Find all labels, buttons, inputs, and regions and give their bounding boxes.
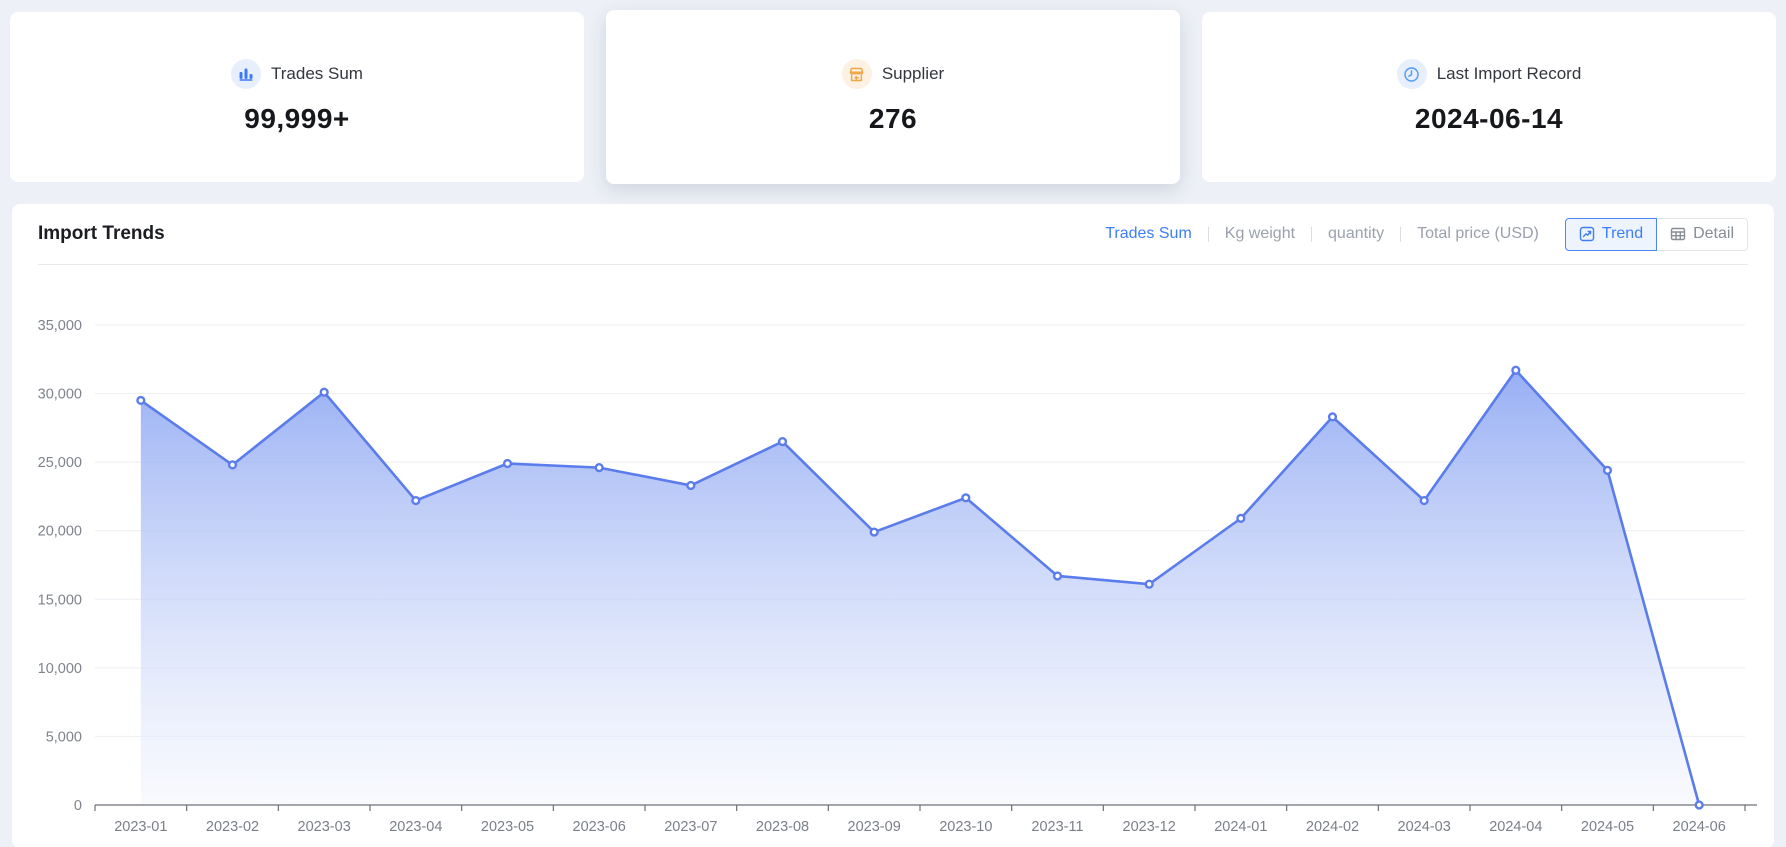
x-axis-label: 2023-02 xyxy=(206,819,259,835)
x-axis-label: 2024-06 xyxy=(1673,819,1726,835)
x-axis-label: 2023-03 xyxy=(298,819,351,835)
data-point[interactable] xyxy=(1419,495,1429,506)
x-axis-label: 2024-03 xyxy=(1398,819,1451,835)
data-point[interactable] xyxy=(411,495,421,506)
data-point[interactable] xyxy=(1052,571,1063,581)
data-point[interactable] xyxy=(1602,465,1613,475)
data-point[interactable] xyxy=(227,460,238,470)
trend-icon xyxy=(1579,226,1595,242)
data-point[interactable] xyxy=(1327,412,1338,422)
area-fill xyxy=(140,370,1700,805)
data-point[interactable] xyxy=(594,463,604,473)
x-axis-label: 2023-01 xyxy=(114,819,167,835)
stat-card-value: 99,999+ xyxy=(244,103,350,134)
data-point[interactable] xyxy=(777,436,788,447)
view-toggle: Trend Detail xyxy=(1564,217,1748,251)
detail-button[interactable]: Detail xyxy=(1656,217,1748,251)
x-axis-label: 2024-05 xyxy=(1581,819,1634,835)
y-axis-label: 15,000 xyxy=(38,592,82,608)
bar-chart-icon xyxy=(231,59,262,89)
trend-line xyxy=(139,368,1701,807)
data-point[interactable] xyxy=(1511,365,1521,375)
x-axis-label: 2023-09 xyxy=(848,819,901,835)
detail-button-label: Detail xyxy=(1693,225,1734,242)
stat-card-label: Last Import Record xyxy=(1436,64,1582,83)
tab-kg-weight[interactable]: Kg weight xyxy=(1224,225,1296,242)
x-axis-label: 2023-07 xyxy=(664,819,717,835)
panel-header: Import Trends Trades Sum Kg weight quant… xyxy=(38,204,1748,265)
y-axis-label: 25,000 xyxy=(38,455,82,471)
data-point[interactable] xyxy=(319,387,329,397)
stat-card-label: Supplier xyxy=(881,64,945,83)
x-axis-label: 2024-01 xyxy=(1214,819,1267,835)
data-point[interactable] xyxy=(869,527,879,537)
stat-card-last-import: Last Import Record 2024-06-14 xyxy=(1202,12,1776,182)
y-axis-label: 20,000 xyxy=(38,524,82,540)
x-axis-label: 2023-11 xyxy=(1031,819,1083,835)
trend-chart[interactable]: 0 5,000 10,000 15,000 20,000 25,000 30,000 35,0… xyxy=(12,265,1774,847)
x-axis-label: 2023-04 xyxy=(389,819,442,835)
x-axis-label: 2023-05 xyxy=(481,819,534,835)
stat-card-supplier: Supplier 276 xyxy=(606,10,1180,184)
x-axis-label: 2024-04 xyxy=(1489,819,1542,835)
x-axis-label: 2023-10 xyxy=(939,819,992,835)
trend-button[interactable]: Trend xyxy=(1564,217,1658,251)
metric-tabs: Trades Sum Kg weight quantity Total pric… xyxy=(1105,225,1539,243)
x-axis-label: 2024-02 xyxy=(1306,819,1359,835)
data-point[interactable] xyxy=(136,395,146,406)
y-axis-label: 10,000 xyxy=(38,661,82,677)
data-point[interactable] xyxy=(961,493,971,503)
tab-total-price[interactable]: Total price (USD) xyxy=(1417,225,1539,242)
data-point[interactable] xyxy=(686,480,696,491)
tab-trades-sum[interactable]: Trades Sum xyxy=(1105,225,1192,242)
x-axis-label: 2023-06 xyxy=(573,819,626,835)
stat-card-trades-sum: Trades Sum 99,999+ xyxy=(10,12,584,182)
import-trends-panel: Import Trends Trades Sum Kg weight quant… xyxy=(12,204,1774,847)
y-axis-label: 30,000 xyxy=(38,387,82,403)
data-point[interactable] xyxy=(502,458,513,469)
tab-separator xyxy=(1311,226,1313,242)
clock-icon xyxy=(1396,59,1427,89)
page-title: Import Trends xyxy=(38,223,165,244)
stat-card-label: Trades Sum xyxy=(271,64,363,83)
y-axis-label: 35,000 xyxy=(38,318,82,334)
tab-separator xyxy=(1207,226,1209,242)
stats-cards-row: Trades Sum 99,999+ Supplier 276 xyxy=(0,0,1786,186)
x-axis-label: 2023-12 xyxy=(1123,819,1176,835)
data-point[interactable] xyxy=(1144,579,1154,589)
chart-area: 0 5,000 10,000 15,000 20,000 25,000 30,000 35,0… xyxy=(12,265,1774,847)
y-axis-label: 5,000 xyxy=(46,729,82,745)
table-icon xyxy=(1670,226,1686,242)
data-point[interactable] xyxy=(1236,513,1246,523)
x-axis-label: 2023-08 xyxy=(756,819,809,835)
trend-button-label: Trend xyxy=(1601,225,1644,242)
stat-card-value: 2024-06-14 xyxy=(1414,103,1564,134)
data-point[interactable] xyxy=(1694,800,1704,810)
tab-quantity[interactable]: quantity xyxy=(1328,225,1385,242)
y-axis-label: 0 xyxy=(74,798,82,814)
tab-separator xyxy=(1400,226,1402,242)
shop-icon xyxy=(841,59,872,89)
stat-card-value: 276 xyxy=(868,103,918,134)
